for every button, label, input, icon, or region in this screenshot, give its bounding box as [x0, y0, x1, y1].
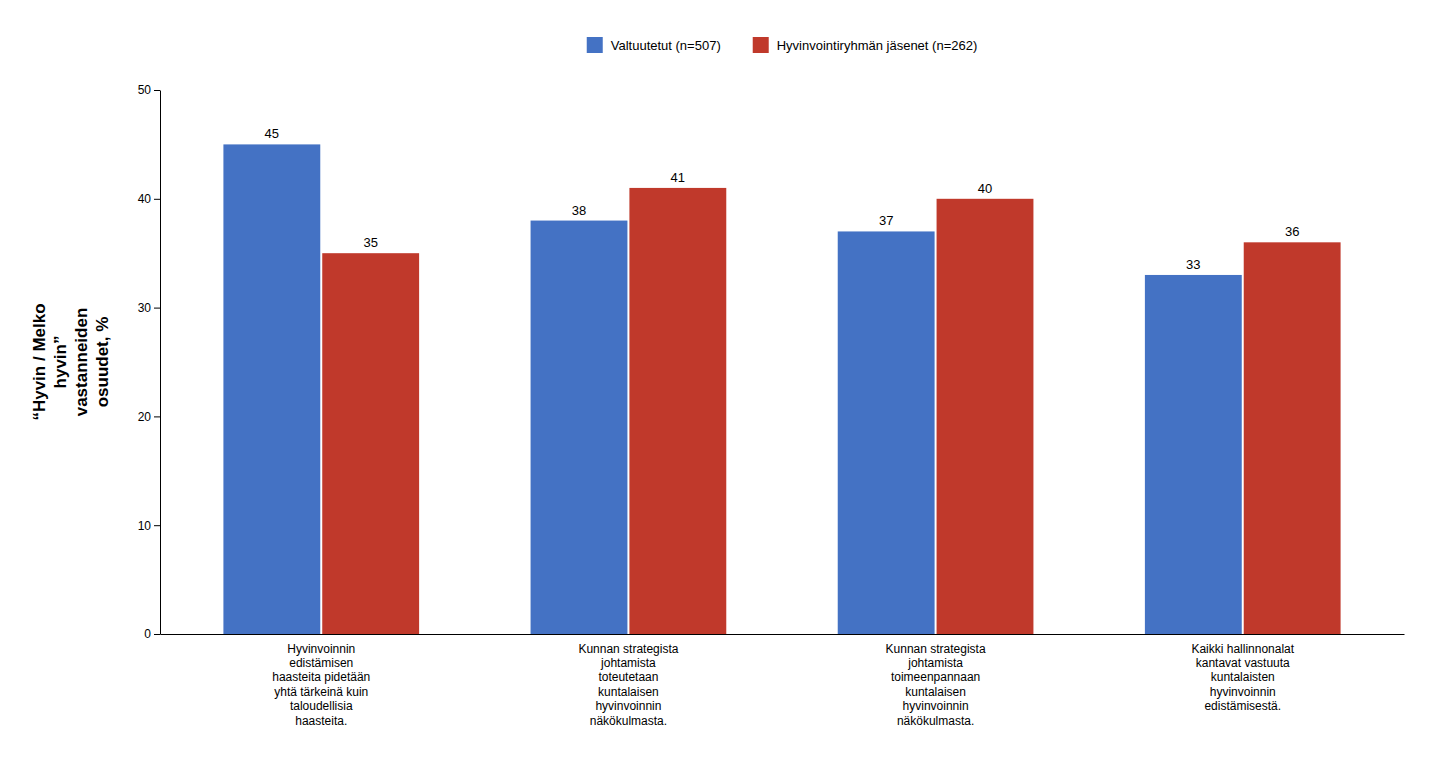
tick-mark — [154, 416, 160, 417]
tick: Kunnan strategistajohtamistatoteutetaank… — [578, 634, 678, 728]
data-label: 35 — [363, 235, 377, 250]
tick-mark — [154, 90, 160, 91]
chart: 45 38 37 33 35 41 40 36 0 10 20 30 40 50 Hyvinvoinnine… — [0, 0, 1434, 784]
data-label: 38 — [572, 203, 586, 218]
data-label: 40 — [978, 181, 992, 196]
axis-line — [161, 634, 1405, 635]
plot: 45 38 37 33 35 41 40 36 0 10 20 30 40 50 Hyvinvoinnine… — [138, 83, 1405, 727]
tick: 0 — [144, 627, 160, 641]
legend-swatch — [587, 37, 603, 53]
series — [322, 188, 1340, 634]
data-label: 33 — [1186, 257, 1200, 272]
data-label: 36 — [1285, 224, 1299, 239]
tick: 30 — [138, 301, 160, 315]
tick-label: Kunnan strategistajohtamistatoteutetaank… — [578, 642, 678, 728]
bar — [223, 144, 320, 634]
tick-label: 0 — [144, 627, 151, 641]
data-labels: 45 38 37 33 35 41 40 36 — [265, 126, 1300, 272]
legend-label: Valtuutetut (n=507) — [611, 38, 721, 53]
bars — [223, 144, 1340, 634]
tick-mark — [154, 525, 160, 526]
legend-item: Valtuutetut (n=507) — [587, 37, 721, 53]
tick: 20 — [138, 410, 160, 424]
tick-mark — [154, 634, 160, 635]
legend-item: Hyvinvointiryhmän jäsenet (n=262) — [753, 37, 978, 53]
bar — [1145, 275, 1242, 634]
tick-label: 40 — [138, 192, 152, 206]
tick: Kunnan strategistajohtamistatoimeenpanna… — [886, 634, 986, 728]
tick-label: 30 — [138, 301, 152, 315]
tick-label: Kaikki hallinnonalatkantavat vastuutakun… — [1191, 642, 1294, 714]
tick-label: Hyvinvoinninedistämisenhaasteita pidetää… — [272, 642, 370, 728]
bar — [937, 199, 1034, 634]
data-label: 37 — [879, 213, 893, 228]
tick-label: 50 — [138, 83, 152, 97]
legend-label: Hyvinvointiryhmän jäsenet (n=262) — [777, 38, 978, 53]
legend: Valtuutetut (n=507) Hyvinvointiryhmän jäs… — [587, 37, 978, 53]
tick: Hyvinvoinninedistämisenhaasteita pidetää… — [272, 634, 370, 728]
tick-label: 10 — [138, 519, 152, 533]
axis-line — [160, 91, 161, 635]
bar — [531, 221, 628, 634]
data-label: 45 — [265, 126, 279, 141]
bar — [838, 231, 935, 634]
tick: 50 — [138, 83, 160, 97]
bar — [322, 253, 419, 634]
data-label: 41 — [671, 170, 685, 185]
bar — [629, 188, 726, 634]
x-axis: Hyvinvoinninedistämisenhaasteita pidetää… — [161, 634, 1405, 728]
tick: 10 — [138, 519, 160, 533]
tick-label: Kunnan strategistajohtamistatoimeenpanna… — [886, 642, 986, 728]
y-axis: 0 10 20 30 40 50 — [138, 83, 161, 641]
tick-mark — [154, 308, 160, 309]
tick: 40 — [138, 192, 160, 206]
tick-label: 20 — [138, 410, 152, 424]
legend-swatch — [753, 37, 769, 53]
tick-mark — [154, 199, 160, 200]
tick: Kaikki hallinnonalatkantavat vastuutakun… — [1191, 634, 1294, 713]
series — [223, 144, 1241, 634]
y-axis-title: “Hyvin / Melkohyvin”vastanneidenosuudet,… — [30, 303, 112, 420]
bar — [1244, 242, 1341, 634]
